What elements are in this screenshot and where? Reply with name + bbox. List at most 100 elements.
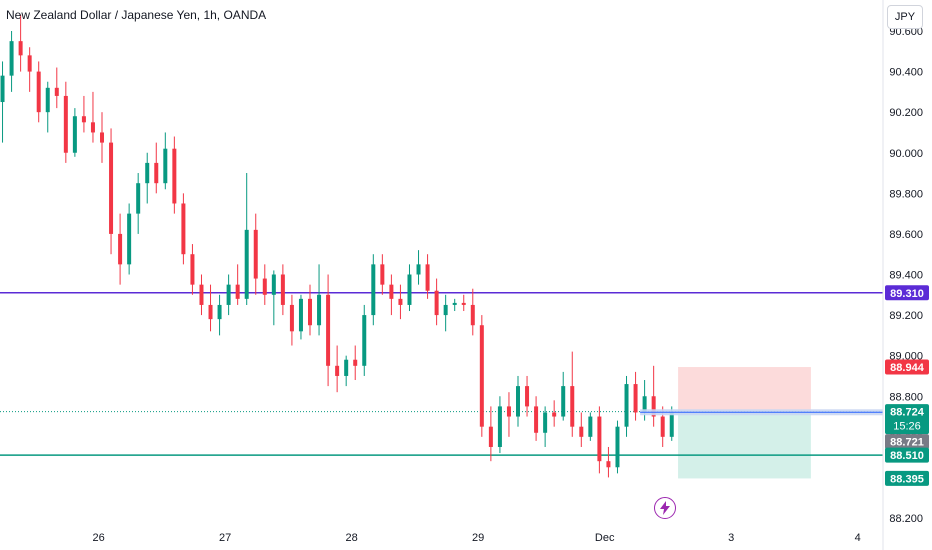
candle (172, 136, 177, 214)
candle-body (443, 304, 448, 316)
price-label-88510: 88.510 (890, 450, 924, 462)
candle (543, 406, 548, 447)
candle-body (36, 71, 41, 113)
candle-body (452, 302, 457, 305)
candle-body (479, 325, 484, 427)
candle-body (27, 55, 32, 72)
price-label-89310-bg (885, 285, 929, 301)
y-tick-label: 89.400 (889, 270, 923, 282)
candle (425, 254, 430, 299)
stop-loss-zone (678, 367, 811, 413)
candle (534, 396, 539, 441)
chart-title: New Zealand Dollar / Japanese Yen, 1h, O… (6, 8, 267, 22)
candle (470, 288, 475, 336)
candle (235, 264, 240, 305)
candle-body (0, 75, 5, 103)
candle-body (226, 284, 231, 305)
y-tick-label: 88.200 (889, 513, 923, 525)
candle (90, 91, 95, 143)
candle-body (154, 162, 159, 184)
candle-body (244, 229, 249, 299)
candle-body (145, 162, 150, 184)
candle-body (172, 148, 177, 204)
candle-body (525, 386, 530, 407)
candle-body (624, 384, 629, 427)
candle (199, 274, 204, 316)
candle-body (253, 229, 258, 279)
candle-body (353, 359, 358, 366)
candle (434, 278, 439, 326)
candle-body (118, 233, 123, 265)
candle (63, 81, 68, 163)
candle-body (660, 416, 665, 437)
flash-icon[interactable] (654, 497, 676, 519)
candle (525, 375, 530, 417)
candle (208, 284, 213, 332)
candle-body (81, 116, 86, 123)
y-tick-label: 89.800 (889, 188, 923, 200)
candle-body (308, 298, 313, 326)
candle-body (497, 406, 502, 447)
candle (597, 406, 602, 474)
candle (506, 392, 511, 437)
candle (45, 81, 50, 133)
candle-body (597, 416, 602, 462)
candle-body (271, 274, 276, 295)
candle-body (588, 416, 593, 437)
y-tick-label: 88.800 (889, 391, 923, 403)
x-tick-label: 26 (93, 532, 105, 544)
candle (497, 396, 502, 454)
candle-body (9, 41, 14, 76)
candle (624, 375, 629, 437)
candle (335, 345, 340, 393)
candle (516, 375, 521, 427)
candle (461, 294, 466, 312)
candle-body (651, 396, 656, 417)
candle-body (570, 386, 575, 427)
candle (326, 274, 331, 387)
candle (416, 250, 421, 285)
candle (136, 173, 141, 234)
entry-price-label: 88.721 (890, 437, 924, 449)
candle-body (633, 384, 638, 413)
candle-body (615, 426, 620, 468)
candle (407, 264, 412, 312)
price-label-target-bg (885, 470, 929, 486)
candle (651, 365, 656, 427)
candle (308, 284, 313, 336)
candle (633, 371, 638, 421)
take-profit-zone (678, 412, 811, 479)
candle-body (317, 294, 322, 326)
candle-body (90, 122, 95, 133)
candle (217, 294, 222, 336)
countdown-label: 15:26 (893, 421, 921, 433)
candle (145, 152, 150, 204)
x-tick-label: 3 (728, 532, 734, 544)
candle (606, 446, 611, 478)
candle-body (109, 142, 114, 234)
candle (127, 203, 132, 275)
price-label-stop-bg (885, 359, 929, 375)
candle (0, 61, 5, 143)
candle-body (136, 183, 141, 214)
candle-body (561, 386, 566, 417)
candle-body (18, 41, 23, 56)
y-tick-label: 90.000 (889, 148, 923, 160)
x-tick-label: 29 (472, 532, 484, 544)
candle-body (45, 87, 50, 113)
candle (226, 274, 231, 316)
price-label-89310: 89.310 (890, 288, 924, 300)
y-tick-label: 90.200 (889, 107, 923, 119)
candle-body (534, 406, 539, 433)
candle (289, 294, 294, 346)
candle (570, 351, 575, 437)
currency-button[interactable]: JPY (887, 5, 923, 29)
candle-body (669, 412, 674, 437)
candle-body (235, 284, 240, 299)
candle (163, 132, 168, 190)
candle (552, 400, 557, 427)
price-label-target: 88.395 (890, 473, 924, 485)
candle-body (326, 294, 331, 366)
candle (588, 412, 593, 441)
